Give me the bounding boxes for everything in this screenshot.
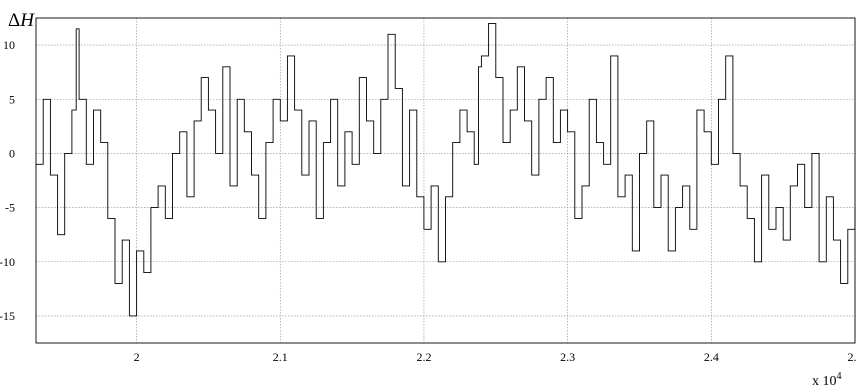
x-scale-multiplier: x 104 xyxy=(812,371,842,389)
y-tick-label: 10 xyxy=(3,38,15,52)
y-axis-label: ΔH xyxy=(8,10,35,31)
y-tick-label: 0 xyxy=(9,146,15,160)
x-tick-label: 2.5 xyxy=(848,350,856,364)
y-tick-label: 5 xyxy=(9,92,15,106)
series-line xyxy=(36,22,856,317)
x-tick-label: 2.4 xyxy=(704,350,719,364)
x-tick-label: 2 xyxy=(134,350,140,364)
x-tick-label: 2.1 xyxy=(273,350,288,364)
x-tick-label: 2.2 xyxy=(416,350,431,364)
x-tick-label: 2.3 xyxy=(560,350,575,364)
y-tick-label: -15 xyxy=(0,309,15,323)
tick-labels: 2 2.1 2.2 2.3 2.4 2.5 10 5 0 -5 -10 -15 xyxy=(0,38,856,364)
y-tick-label: -10 xyxy=(0,255,15,269)
grid xyxy=(36,18,856,343)
plot-frame xyxy=(35,17,856,344)
y-tick-label: -5 xyxy=(5,201,15,215)
series-layer xyxy=(36,22,856,317)
